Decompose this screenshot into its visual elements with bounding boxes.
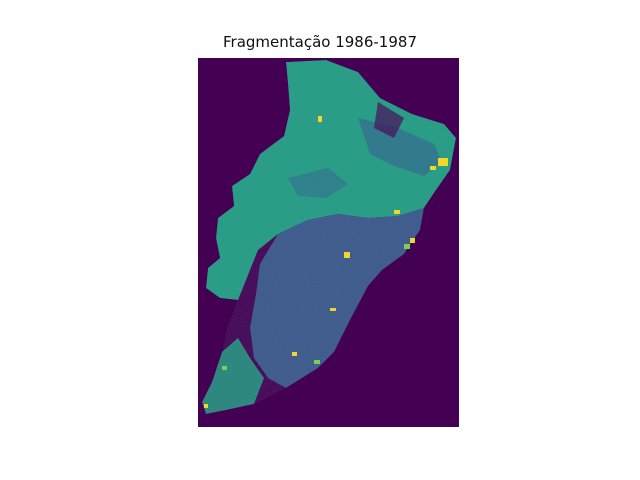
class-yellow-patches <box>204 116 448 408</box>
green-patch <box>222 366 227 370</box>
yellow-patch <box>410 238 415 243</box>
class-green-patches <box>222 244 410 370</box>
yellow-patch <box>430 166 436 170</box>
yellow-patch <box>394 210 400 214</box>
yellow-patch <box>318 116 322 122</box>
yellow-patch <box>292 352 297 356</box>
yellow-patch <box>438 158 448 166</box>
map-title: Fragmentação 1986-1987 <box>223 33 417 51</box>
yellow-patch <box>204 404 208 408</box>
green-patch <box>314 360 320 364</box>
green-patch <box>404 244 410 249</box>
yellow-patch <box>330 308 336 311</box>
fragmentation-raster-map <box>198 58 459 427</box>
yellow-patch <box>344 252 350 258</box>
